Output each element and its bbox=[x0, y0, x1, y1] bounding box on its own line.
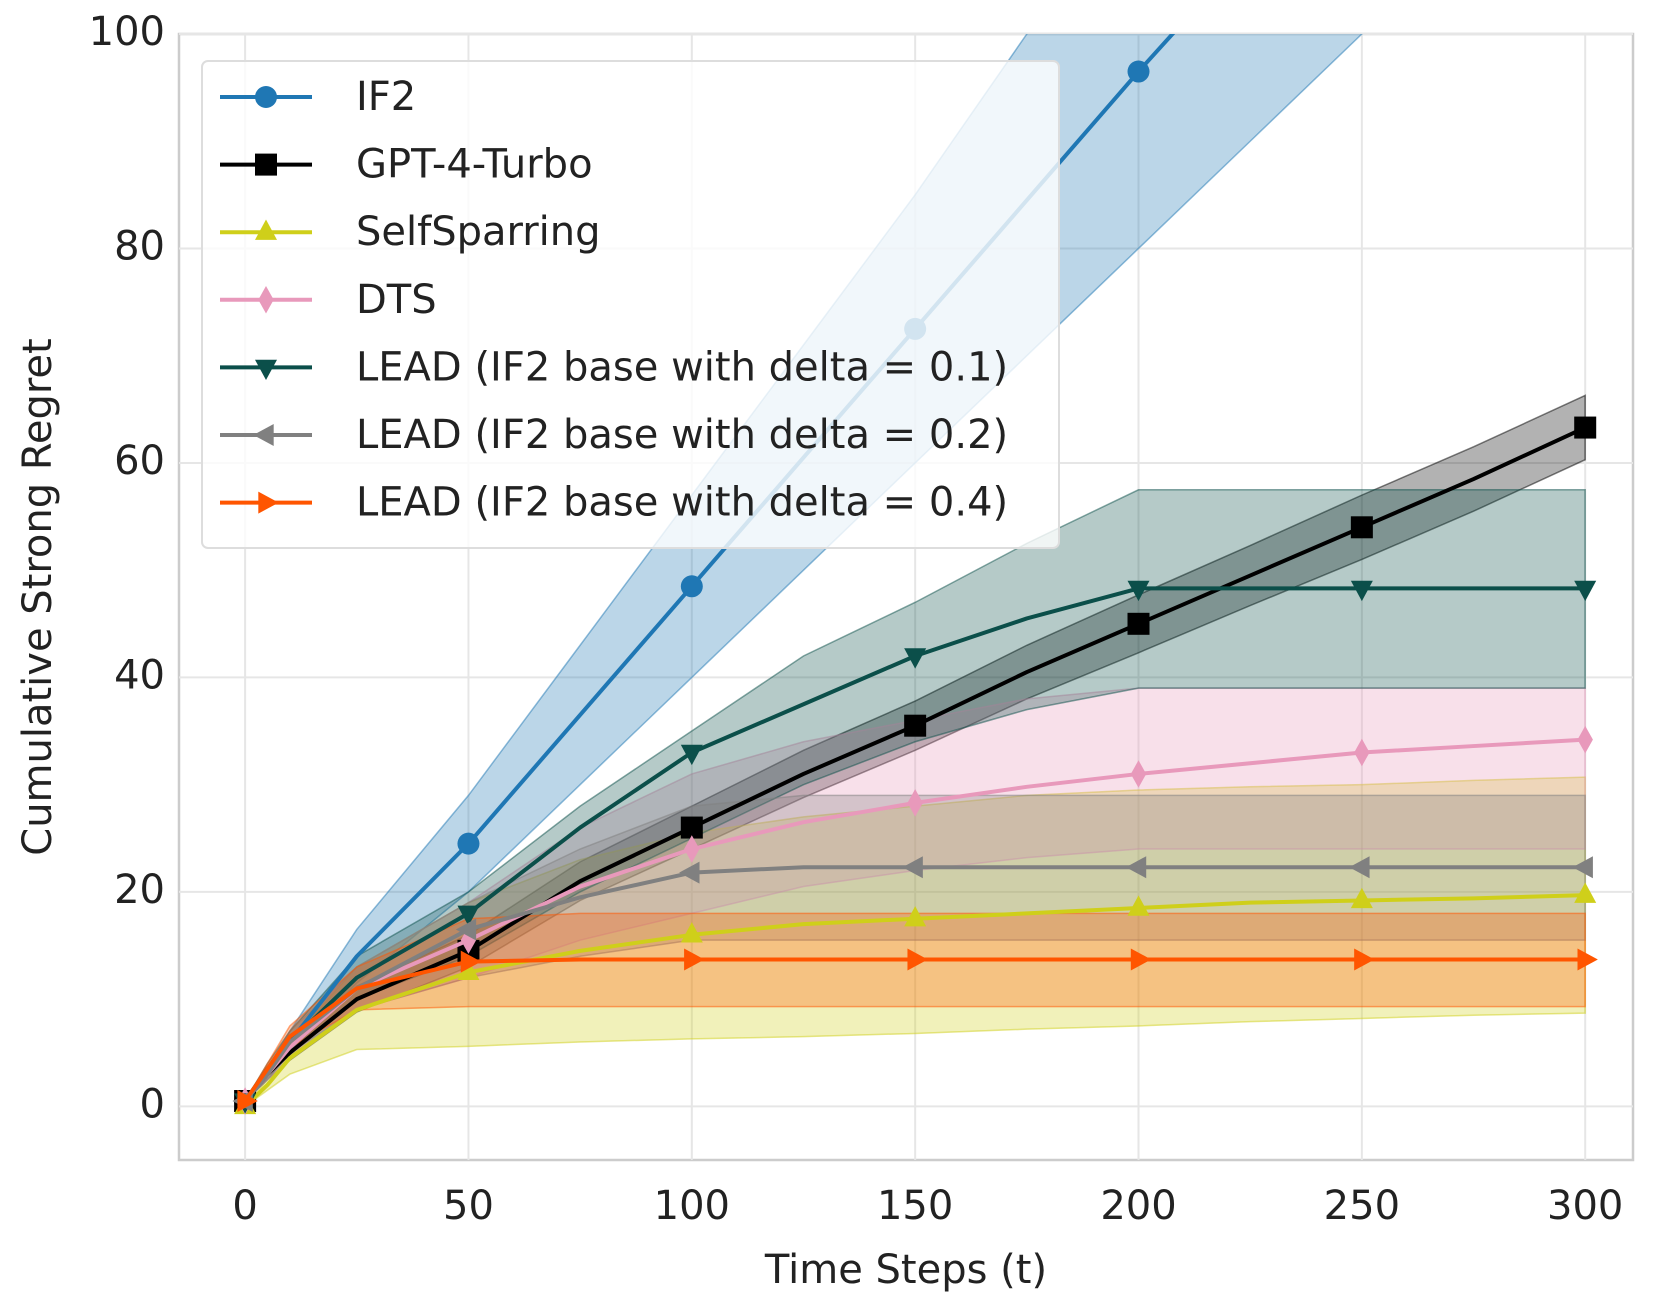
legend-label: DTS bbox=[356, 277, 437, 323]
ticks: 0 50 100 150 200 250 300 0 20 40 60 80 100 bbox=[89, 9, 1624, 1229]
marker bbox=[1127, 895, 1150, 916]
marker bbox=[1572, 856, 1593, 879]
series-line bbox=[243, 893, 1586, 1108]
legend-label: LEAD (IF2 base with delta = 0.1) bbox=[356, 344, 1008, 390]
marker bbox=[1130, 760, 1147, 788]
x-tick-label: 250 bbox=[1324, 1183, 1400, 1229]
legend-label: GPT-4-Turbo bbox=[356, 142, 593, 188]
marker bbox=[460, 950, 482, 973]
y-tick-label: 0 bbox=[140, 1081, 165, 1127]
legend-label: IF2 bbox=[356, 74, 416, 120]
marker bbox=[255, 86, 277, 108]
marker bbox=[1350, 887, 1373, 909]
marker bbox=[1577, 725, 1593, 754]
marker bbox=[255, 359, 277, 381]
legend-label: LEAD (IF2 base with delta = 0.2) bbox=[356, 412, 1008, 458]
marker bbox=[1354, 948, 1375, 971]
marker bbox=[455, 918, 477, 941]
marker bbox=[1125, 856, 1147, 879]
lines bbox=[232, 34, 1598, 1115]
marker bbox=[1349, 856, 1370, 879]
y-tick-label: 100 bbox=[89, 9, 165, 55]
marker bbox=[680, 816, 703, 839]
x-tick-label: 200 bbox=[1100, 1183, 1176, 1229]
marker bbox=[684, 948, 705, 971]
marker bbox=[253, 424, 274, 446]
bands bbox=[244, 34, 1586, 1107]
legend-box bbox=[201, 60, 1060, 549]
x-axis-label: Time Steps (t) bbox=[764, 1247, 1047, 1293]
y-tick-label: 40 bbox=[114, 652, 165, 698]
marker bbox=[457, 905, 480, 927]
confidence-band bbox=[244, 34, 1363, 1102]
marker bbox=[457, 832, 480, 855]
marker bbox=[680, 744, 703, 766]
marker bbox=[1574, 416, 1597, 439]
marker bbox=[902, 856, 923, 879]
marker bbox=[680, 922, 703, 943]
x-tick-label: 50 bbox=[443, 1183, 494, 1229]
marker bbox=[1127, 60, 1150, 83]
x-tick-label: 100 bbox=[654, 1183, 730, 1229]
marker bbox=[907, 948, 928, 971]
y-axis-label: Cumulative Strong Regret bbox=[15, 338, 61, 855]
marker bbox=[680, 575, 703, 598]
y-tick-label: 80 bbox=[114, 223, 165, 269]
marker bbox=[679, 861, 700, 884]
marker bbox=[258, 286, 274, 314]
legend-label: SelfSparring bbox=[356, 209, 601, 255]
marker bbox=[904, 648, 927, 669]
x-tick-label: 150 bbox=[877, 1183, 953, 1229]
marker bbox=[1577, 948, 1598, 971]
marker bbox=[1354, 738, 1370, 767]
y-tick-label: 60 bbox=[114, 438, 165, 484]
marker bbox=[255, 153, 277, 176]
marker bbox=[1350, 580, 1373, 602]
x-tick-label: 0 bbox=[232, 1183, 257, 1229]
series-line bbox=[243, 865, 1586, 1103]
marker bbox=[1574, 580, 1597, 602]
y-tick-label: 20 bbox=[114, 867, 165, 913]
series-line bbox=[243, 425, 1587, 1103]
legend-label: LEAD (IF2 base with delta = 0.4) bbox=[356, 480, 1008, 526]
legend: IF2 GPT-4-Turbo SelfSparring DTS LEAD (IF2 b… bbox=[201, 60, 1060, 549]
marker bbox=[907, 789, 923, 817]
series-line bbox=[243, 737, 1586, 1103]
series-line bbox=[243, 957, 1586, 1103]
marker bbox=[904, 714, 927, 737]
marker bbox=[684, 835, 700, 863]
marker bbox=[904, 906, 927, 927]
marker bbox=[1574, 882, 1597, 903]
marker bbox=[255, 219, 277, 240]
marker bbox=[1130, 948, 1152, 971]
x-tick-label: 300 bbox=[1547, 1183, 1623, 1229]
marker bbox=[237, 1090, 258, 1113]
marker bbox=[1127, 580, 1150, 602]
marker bbox=[1350, 516, 1373, 539]
marker bbox=[258, 491, 279, 514]
marker bbox=[457, 959, 480, 981]
marker bbox=[1127, 612, 1150, 635]
